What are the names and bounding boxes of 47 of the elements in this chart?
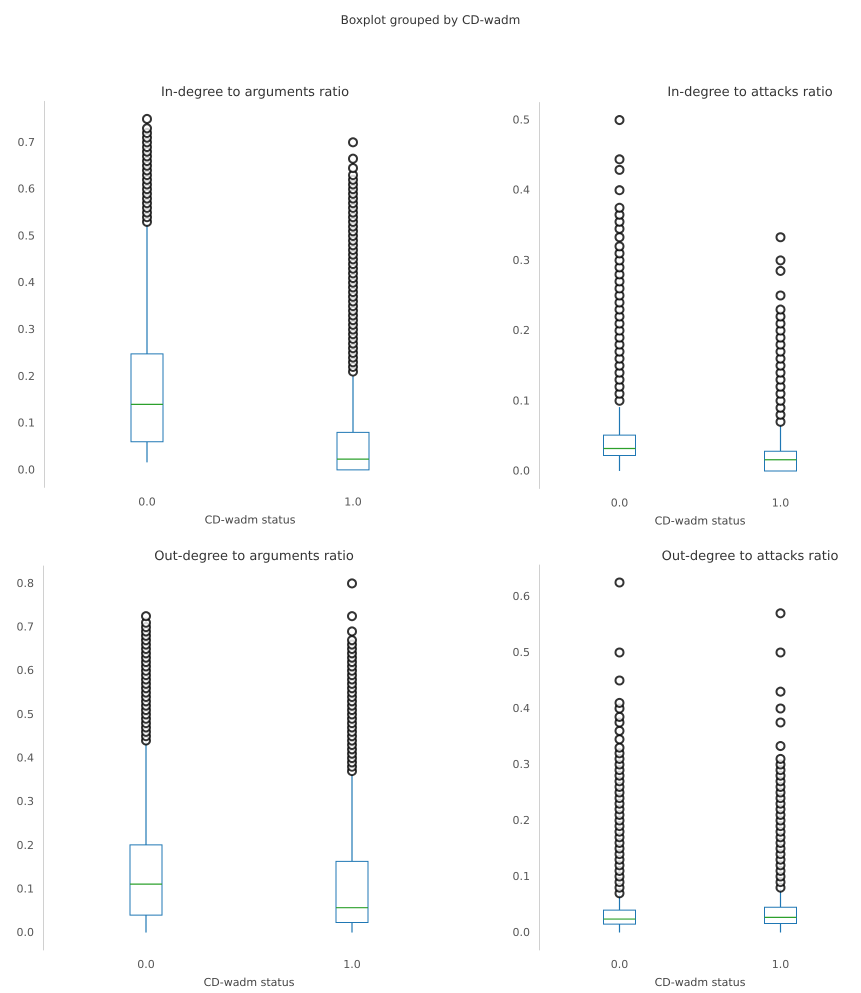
- x-tick-label: 0.0: [610, 958, 628, 971]
- y-tick-label: 0.6: [16, 664, 34, 678]
- y-tick-label: 0.8: [16, 576, 34, 590]
- y-tick-label: 0.3: [512, 758, 530, 771]
- x-tick-label: 1.0: [344, 495, 362, 508]
- y-tick-label: 0.5: [16, 708, 34, 721]
- y-tick-label: 0.4: [512, 702, 530, 715]
- y-tick-label: 0.3: [512, 254, 530, 267]
- y-tick-label: 0.4: [18, 276, 35, 290]
- y-tick-label: 0.5: [512, 114, 530, 127]
- y-tick-label: 0.2: [512, 324, 530, 338]
- y-tick-label: 0.7: [16, 620, 34, 634]
- y-tick-label: 0.1: [512, 394, 530, 408]
- y-tick-label: 0.1: [512, 870, 530, 883]
- y-tick-label: 0.5: [18, 229, 35, 242]
- x-axis-title: CD-wadm status: [204, 976, 295, 989]
- x-tick-label: 0.0: [610, 496, 628, 510]
- text: Boxplot grouped by CD-wadm: [340, 13, 520, 27]
- x-tick-label: 1.0: [772, 496, 790, 510]
- x-axis-title: CD-wadm status: [654, 976, 746, 989]
- y-tick-label: 0.2: [512, 814, 530, 827]
- y-tick-label: 0.0: [512, 926, 530, 939]
- x-tick-label: 1.0: [343, 958, 361, 971]
- y-tick-label: 0.0: [512, 464, 530, 478]
- y-tick-label: 0.5: [512, 646, 530, 659]
- y-tick-label: 0.0: [18, 463, 35, 476]
- y-tick-label: 0.1: [18, 416, 35, 430]
- chart-title: Out-degree to attacks ratio: [662, 549, 838, 564]
- chart-title: Out-degree to arguments ratio: [154, 549, 354, 564]
- x-axis-title: CD-wadm status: [654, 514, 746, 528]
- y-tick-label: 0.4: [16, 752, 34, 764]
- chart-title: In-degree to arguments ratio: [160, 85, 350, 100]
- y-tick-label: 0.6: [18, 182, 35, 196]
- y-tick-label: 0.1: [16, 882, 34, 896]
- y-tick-label: 0.3: [18, 322, 35, 336]
- x-axis-title: CD-wadm status: [204, 513, 296, 526]
- y-tick-label: 0.2: [16, 838, 34, 852]
- x-tick-label: 0.0: [138, 495, 156, 508]
- y-tick-label: 0.7: [18, 136, 35, 149]
- x-tick-label: 0.0: [137, 958, 155, 971]
- y-tick-label: 0.0: [16, 926, 34, 940]
- y-tick-label: 0.6: [512, 590, 530, 603]
- x-tick-label: 1.0: [772, 958, 790, 971]
- y-tick-label: 0.3: [16, 795, 34, 808]
- y-tick-label: 0.4: [512, 184, 530, 197]
- y-tick-label: 0.2: [18, 370, 35, 383]
- chart-title: In-degree to attacks ratio: [667, 85, 833, 100]
